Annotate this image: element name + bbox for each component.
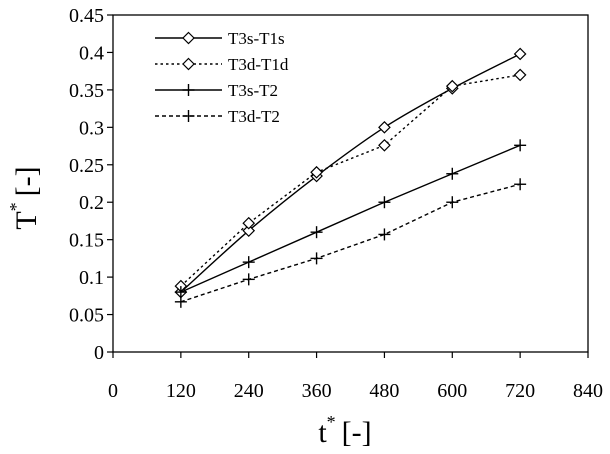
data-point-t3s-t1s [513,47,527,61]
legend-marker-t3s-t1s [182,31,195,45]
y-tick-label: 0 [94,342,104,364]
data-point-t3s-t2 [378,196,391,209]
legend-marker-t3s-t2 [182,84,195,96]
data-point-t3d-t2 [242,273,255,286]
series-t3s-t2 [174,139,527,299]
y-tick-label: 0.15 [69,230,104,252]
x-tick-label: 240 [234,380,264,402]
y-tick-label: 0.2 [79,192,104,214]
data-point-t3d-t1d [242,216,256,230]
x-axis-title-unit: [-] [342,416,372,449]
axes: 0 0.05 0.1 0.15 0.2 0.25 0.3 0.35 0.4 0.45 0 120 240… [69,5,603,402]
x-axis-title-superscript: * [327,412,336,432]
data-point-t3d-t1d [513,68,527,82]
legend-label-t3s-t2: T3s-T2 [228,81,278,100]
data-point-t3d-t2 [446,196,459,209]
data-point-t3d-t1d [378,138,391,152]
x-tick-label: 120 [166,380,196,402]
y-axis-title: T* [-] [6,166,43,229]
series-line-t3d-t2 [180,183,521,303]
data-point-t3d-t1d [310,165,323,179]
series-t3d-t2 [174,178,527,308]
data-point-t3s-t2 [446,167,459,180]
data-point-t3s-t1s [378,120,391,134]
y-axis-title-main: T [10,211,43,229]
data-point-t3s-t2 [310,226,323,239]
x-tick-label: 480 [369,380,399,402]
data-point-t3s-t2 [242,256,255,269]
legend-marker-t3d-t2 [182,110,195,122]
y-tick-label: 0.35 [69,80,104,102]
y-axis-title-superscript: * [6,202,26,211]
legend-marker-t3d-t1d [182,57,195,71]
y-tick-label: 0.4 [79,42,104,64]
x-tick-label: 720 [505,380,535,402]
x-tick-label: 840 [573,380,603,402]
plot-frame [112,14,589,353]
y-tick-label: 0.1 [79,267,104,289]
x-axis-title: t* [-] [318,412,371,449]
y-tick-label: 0.3 [79,117,104,139]
data-point-t3d-t1d [445,79,459,93]
series-t3d-t1d [174,68,527,293]
legend-label-t3s-t1s: T3s-T1s [228,29,285,48]
series-layer [174,47,527,308]
legend-label-t3d-t2: T3d-T2 [228,107,280,126]
data-point-t3d-t2 [514,178,527,191]
series-line-t3d-t1d [180,74,521,287]
series-line-t3s-t2 [180,144,521,293]
x-tick-label: 360 [302,380,332,402]
data-point-t3s-t1s [242,224,256,238]
legend-label-t3d-t1d: T3d-T1d [228,55,289,74]
x-tick-label: 0 [108,380,118,402]
data-point-t3s-t2 [514,139,527,152]
axis-titles: T*[-] t* [-] [6,166,372,449]
data-point-t3d-t2 [174,295,187,308]
y-tick-label: 0.25 [69,155,104,177]
legend: T3s-T1s T3d-T1d T3s-T2 T3d-T2 [155,29,289,126]
y-tick-label: 0.05 [69,305,104,327]
y-tick-label: 0.45 [69,5,104,27]
x-axis-title-main: t [318,416,327,449]
x-tick-label: 600 [437,380,467,402]
data-point-t3d-t2 [378,228,391,241]
y-axis-title-unit: [-] [10,166,43,196]
data-point-t3d-t2 [310,252,323,265]
